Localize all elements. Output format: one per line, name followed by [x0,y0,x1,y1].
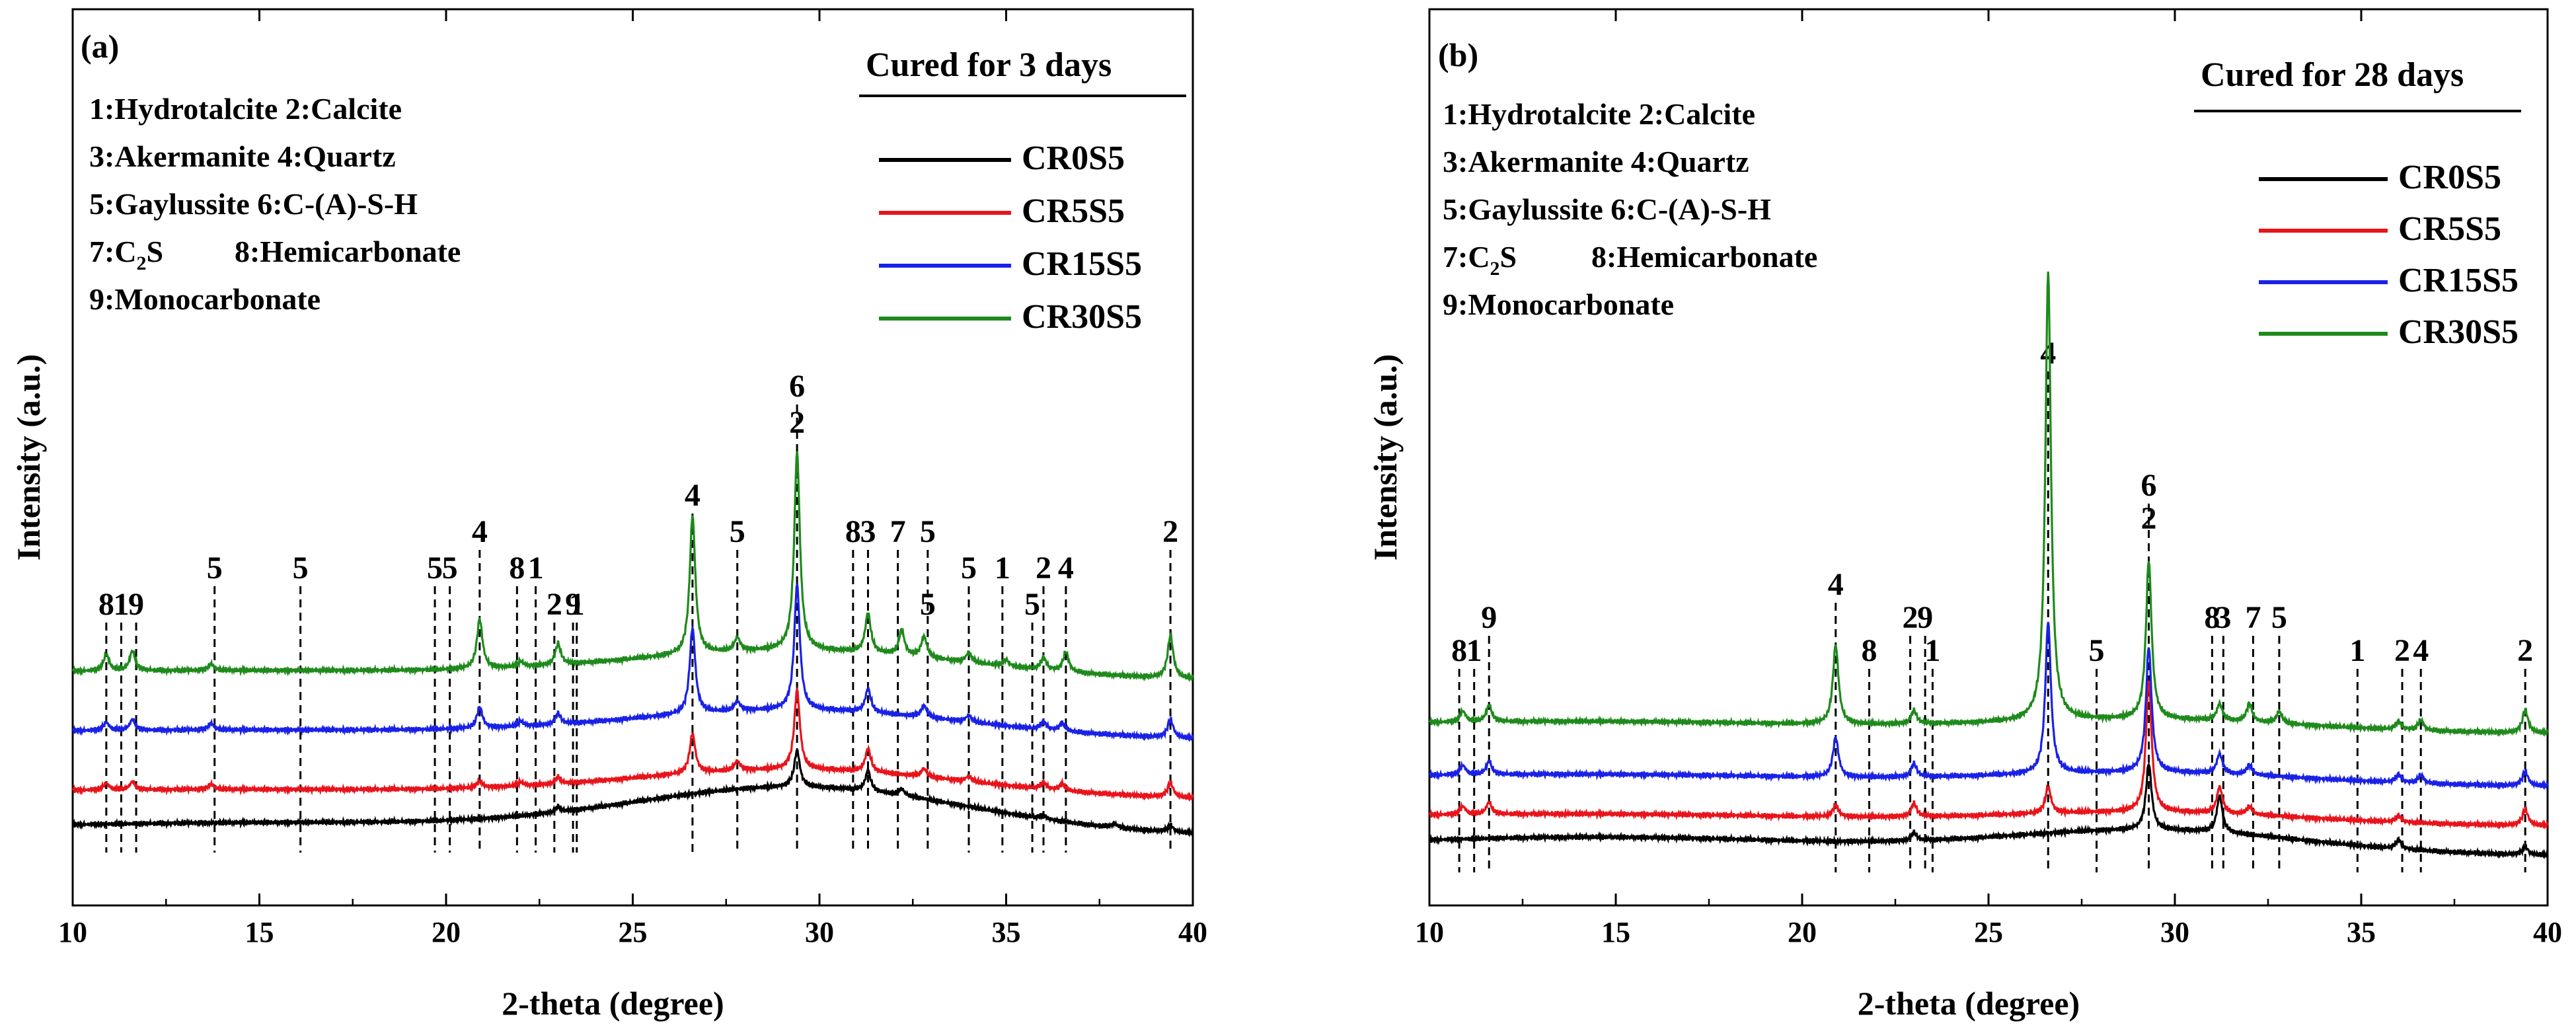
peak-label: 3 [860,514,876,549]
x-tick-label: 25 [619,916,648,948]
peak-label: 8 [1862,633,1877,668]
x-tick-label: 30 [805,916,834,948]
peak-label: 9 [128,587,144,622]
peak-label: 1 [995,551,1010,586]
chart-panel-a: 10 15 20 25 30 35 402-theta (degree)Intensity … [10,8,1207,1022]
peak-label: 1 [113,587,129,622]
peak-label: 8 [509,551,525,586]
chart-title: Cured for 28 days [2201,56,2464,94]
x-axis-label: 2-theta (degree) [502,985,724,1022]
phase-key-line: 3:Akermanite 4:Quartz [1443,145,1749,178]
x-tick-label: 10 [58,916,87,948]
peak-label: 4 [1058,551,1074,586]
panel-label: (a) [81,28,119,65]
series-line-cr15s5 [71,584,1194,742]
series-line-cr30s5 [1428,271,2549,737]
peak-label: 4 [685,478,701,513]
peak-label: 1 [1466,633,1482,668]
peak-label: 9 [1481,600,1497,635]
peak-label: 2 [2394,633,2410,668]
peak-label: 5 [730,514,745,549]
x-tick-label: 15 [245,916,274,948]
x-tick-label: 10 [1415,916,1444,948]
x-tick-label: 20 [1788,916,1817,948]
peak-label: 8 [2204,600,2220,635]
peak-label: 4 [1828,567,1844,602]
phase-key-line: 5:Gaylussite 6:C-(A)-S-H [1443,192,1771,226]
series-line-cr5s5 [1428,680,2549,830]
series-line-cr15s5 [1428,621,2549,790]
peak-label: 4 [2040,336,2056,371]
series-line-cr5s5 [71,686,1194,802]
x-tick-label: 15 [1601,916,1630,948]
x-tick-label: 25 [1974,916,2003,948]
peak-label: 7 [890,514,906,549]
peak-label: 5 [293,551,309,586]
series-line-cr0s5 [1428,762,2549,859]
phase-key-line: 5:Gaylussite 6:C-(A)-S-H [89,187,418,221]
peak-label: 1 [1924,633,1940,668]
peak-label: 7 [2245,600,2261,635]
phase-key-c2s: 7:C2S [1443,240,1517,280]
peak-label: 4 [2413,633,2429,668]
x-tick-label: 35 [2347,916,2376,948]
legend-label: CR30S5 [1022,298,1142,336]
x-axis-label: 2-theta (degree) [1858,985,2080,1022]
peak-label: 6 [789,369,805,404]
phase-key-line: 9:Monocarbonate [89,282,321,316]
peak-label: 5 [427,551,443,586]
legend-label: CR0S5 [1022,139,1125,177]
peak-label: 2 [1903,600,1918,635]
peak-label: 2 [2517,633,2533,668]
series-line-cr30s5 [71,451,1194,682]
phase-key-line: 8:Hemicarbonate [235,235,461,268]
peak-label: 1 [528,551,544,586]
chart-title: Cured for 3 days [866,46,1112,84]
phase-key-line: 1:Hydrotalcite 2:Calcite [1443,97,1755,131]
legend-label: CR30S5 [2398,313,2519,351]
peak-label: 9 [565,587,581,622]
peak-label: 2 [1162,514,1178,549]
series-line-cr0s5 [71,749,1194,837]
plot-frame [1428,8,2549,907]
y-axis-label: Intensity (a.u.) [1367,354,1404,561]
peak-label: 5 [920,514,936,549]
legend-label: CR5S5 [1022,192,1125,230]
phase-key-line: 8:Hemicarbonate [1591,240,1817,274]
phase-key-c2s: 7:C2S [89,235,163,274]
peak-label: 5 [2271,600,2287,635]
x-tick-label: 35 [992,916,1021,948]
phase-key-line: 1:Hydrotalcite 2:Calcite [89,92,402,126]
x-tick-label: 20 [432,916,461,948]
panel-label: (b) [1438,36,1478,73]
peak-label: 1 [569,587,585,622]
x-tick-label: 40 [2533,916,2562,948]
legend-label: CR5S5 [2398,210,2501,248]
peak-label: 5 [442,551,458,586]
peak-label: 5 [2089,633,2105,668]
peak-label: 9 [1917,600,1933,635]
peak-label: 2 [547,587,562,622]
peak-label: 8 [1451,633,1467,668]
peak-label: 5 [207,551,223,586]
peak-label: 6 [2141,468,2157,503]
phase-key-line: 9:Monocarbonate [1443,287,1674,321]
x-tick-label: 30 [2160,916,2189,948]
peak-label: 5 [961,551,977,586]
peak-label: 4 [472,514,488,549]
peak-label: 8 [845,514,861,549]
legend-label: CR15S5 [1022,245,1142,283]
chart-panel-b: 10 15 20 25 30 35 402-theta (degree)Intensity … [1367,8,2562,1022]
peak-label: 3 [2215,600,2231,635]
peak-label: 2 [1036,551,1051,586]
legend-label: CR15S5 [2398,262,2519,299]
x-tick-label: 40 [1178,916,1207,948]
phase-key-line: 3:Akermanite 4:Quartz [89,139,396,173]
peak-label: 1 [2349,633,2365,668]
peak-label: 8 [98,587,114,622]
y-axis-label: Intensity (a.u.) [10,354,47,561]
legend-label: CR0S5 [2398,159,2501,196]
peak-label: 5 [1024,587,1040,622]
